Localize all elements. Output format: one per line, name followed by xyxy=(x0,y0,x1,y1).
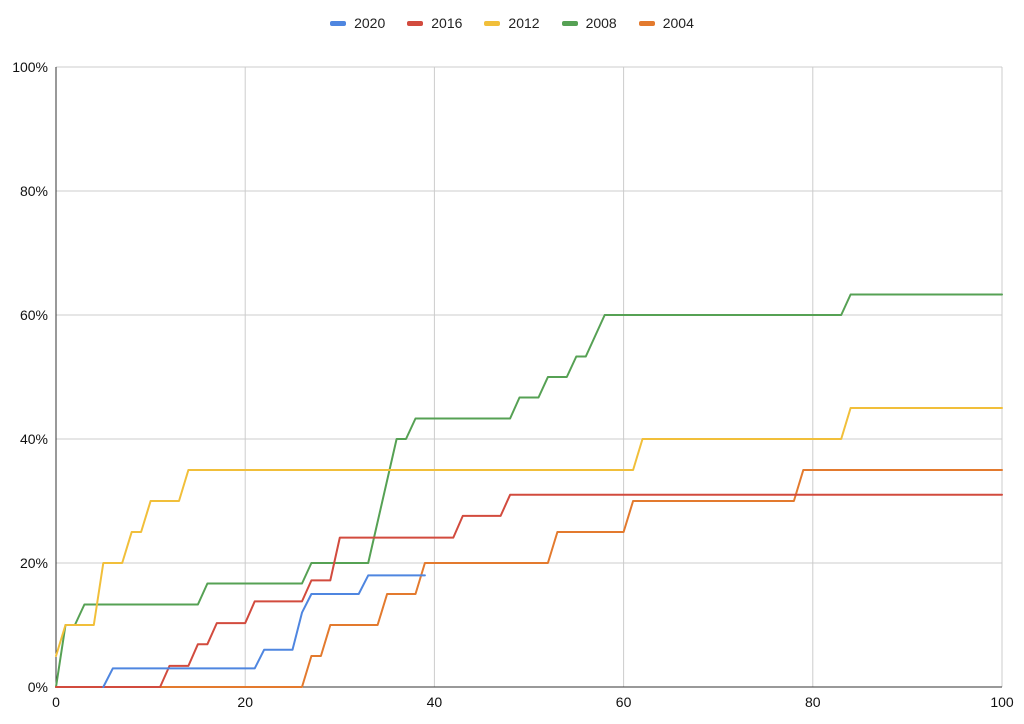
legend-label: 2004 xyxy=(662,15,694,31)
legend-item-2016[interactable]: 2016 xyxy=(407,15,462,31)
gridlines xyxy=(56,66,1003,687)
legend-item-2008[interactable]: 2008 xyxy=(561,15,617,31)
legend-swatch xyxy=(638,20,655,26)
legend-label: 2008 xyxy=(585,15,617,31)
legend-label: 2012 xyxy=(508,15,540,31)
series-line-2004 xyxy=(55,469,1003,688)
legend-item-2020[interactable]: 2020 xyxy=(330,15,385,31)
x-tick-label: 20 xyxy=(237,694,253,710)
legend-item-2012[interactable]: 2012 xyxy=(484,15,540,31)
y-tick-label: 20% xyxy=(20,555,48,571)
series-line-2012 xyxy=(55,407,1003,657)
legend-item-2004[interactable]: 2004 xyxy=(638,15,694,31)
legend-swatch xyxy=(484,20,501,26)
y-tick-label: 100% xyxy=(12,59,48,75)
legend-swatch xyxy=(330,20,347,26)
legend-swatch xyxy=(561,20,578,26)
tick-labels: 0% 20% 40% 60% 80% 100% 0 20 40 60 80 100 xyxy=(12,59,1014,710)
series-line-2016 xyxy=(55,493,1003,688)
legend-label: 2016 xyxy=(431,15,463,31)
legend-label: 2020 xyxy=(354,15,386,31)
chart-legend: 2020 2016 2012 2008 2004 xyxy=(0,12,1024,34)
x-tick-label: 100 xyxy=(990,694,1014,710)
series-line-2008 xyxy=(55,293,1003,688)
y-tick-label: 0% xyxy=(28,679,48,695)
x-tick-label: 60 xyxy=(616,694,632,710)
x-tick-label: 80 xyxy=(805,694,821,710)
y-tick-label: 40% xyxy=(20,431,48,447)
series-lines xyxy=(55,293,1003,688)
y-tick-label: 60% xyxy=(20,307,48,323)
series-line-2020 xyxy=(102,574,426,688)
legend-swatch xyxy=(407,20,424,26)
x-tick-label: 0 xyxy=(52,694,60,710)
y-tick-label: 80% xyxy=(20,183,48,199)
axes xyxy=(55,67,1002,688)
x-tick-label: 40 xyxy=(427,694,443,710)
